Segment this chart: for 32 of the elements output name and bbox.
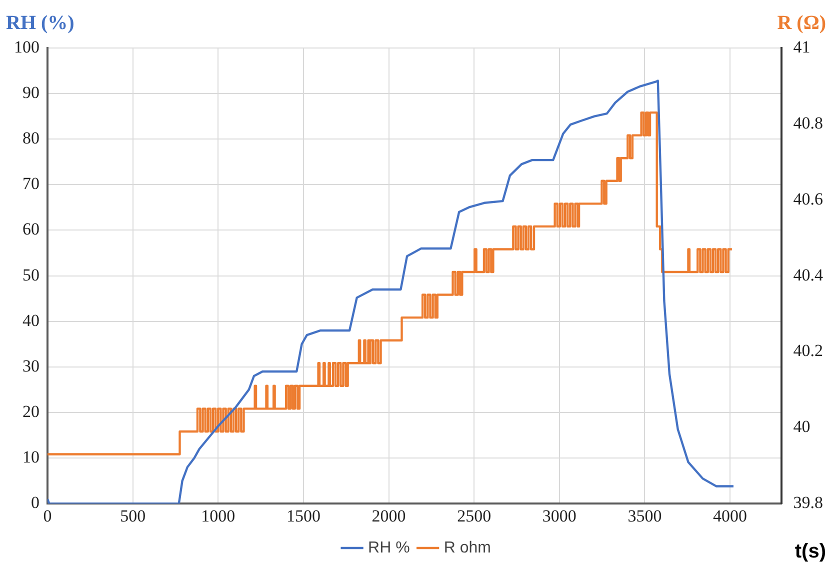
- x-tick-label: 3500: [628, 506, 662, 526]
- legend-label: R ohm: [444, 539, 491, 556]
- y-tick-label: 80: [22, 128, 40, 148]
- legend-label: RH %: [368, 539, 410, 556]
- y-tick-label: 40: [22, 310, 40, 330]
- y2-tick-label: 41: [793, 37, 810, 56]
- y-tick-label: 100: [14, 37, 40, 56]
- y2-tick-label: 40: [793, 417, 810, 436]
- x-axis-title: t(s): [794, 540, 826, 563]
- x-tick-label: 1000: [201, 506, 236, 526]
- y-tick-label: 90: [22, 83, 40, 102]
- y-tick-label: 30: [22, 356, 40, 376]
- x-tick-label: 1500: [286, 506, 320, 526]
- y2-tick-label: 40.2: [793, 341, 823, 360]
- y2-tick-label: 40.8: [793, 113, 823, 132]
- x-tick-label: 4000: [713, 506, 748, 526]
- y-tick-label: 50: [22, 265, 40, 284]
- x-tick-label: 500: [120, 506, 146, 526]
- y-tick-label: 70: [22, 174, 40, 194]
- x-tick-label: 0: [43, 506, 52, 526]
- y2-tick-label: 40.6: [793, 189, 823, 208]
- y-tick-label: 0: [31, 493, 40, 512]
- y-tick-label: 60: [22, 220, 40, 239]
- y2-tick-label: 39.8: [793, 493, 823, 512]
- y2-tick-label: 40.4: [793, 265, 824, 284]
- x-tick-label: 3000: [542, 506, 576, 526]
- x-tick-label: 2000: [372, 506, 406, 526]
- y-tick-label: 20: [22, 402, 40, 421]
- y-tick-label: 10: [22, 448, 40, 467]
- y2-axis-title: R (Ω): [777, 12, 826, 34]
- x-tick-label: 2500: [457, 506, 492, 526]
- y-axis-title: RH (%): [6, 12, 74, 34]
